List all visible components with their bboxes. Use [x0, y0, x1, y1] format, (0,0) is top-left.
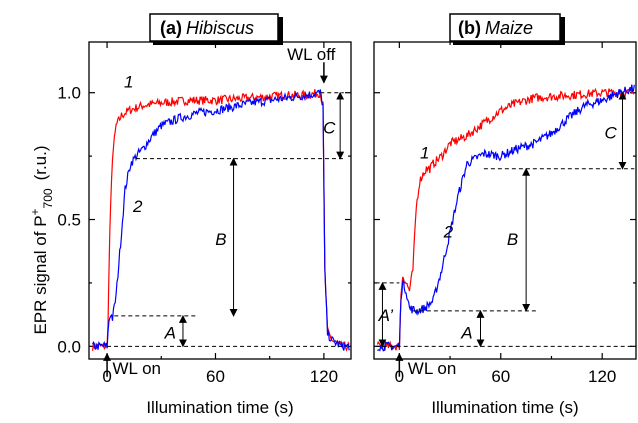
label-b: B [507, 230, 518, 249]
x-tick-label: 60 [491, 367, 510, 386]
plot-frame [373, 41, 637, 360]
panel-a-title: (a) Hibiscus [149, 13, 283, 45]
curve-1-label: 1 [124, 73, 133, 92]
plot-frame [88, 41, 352, 360]
label-a: A [460, 324, 472, 343]
panel-b-title: (b) Maize [449, 13, 565, 45]
label-a-prime: A’ [378, 306, 394, 325]
curve-1-label: 1 [420, 144, 429, 163]
x-tick-label: 120 [588, 367, 616, 386]
x-axis-label: Illumination time (s) [146, 398, 293, 417]
y-tick-label: 1.0 [57, 84, 81, 103]
svg-text:(b)Maize: (b) Maize [458, 18, 533, 38]
curve-2-label: 2 [443, 222, 454, 241]
series-2-line [92, 89, 350, 351]
wl-on-label: WL on [408, 359, 457, 378]
y-tick-label: 0.0 [57, 337, 81, 356]
curve-2-label: 2 [132, 197, 143, 216]
x-axis-label: Illumination time (s) [431, 398, 578, 417]
x-tick-label: 120 [310, 367, 338, 386]
series-2-line [377, 84, 635, 352]
svg-text:(a)Hibiscus: (a) Hibiscus [160, 18, 254, 38]
series-1-line [376, 87, 635, 351]
label-c: C [323, 118, 336, 137]
x-tick-label: 60 [206, 367, 225, 386]
label-a: A [164, 324, 176, 343]
series-1-line [92, 89, 350, 352]
wl-on-label: WL on [112, 359, 161, 378]
label-c: C [605, 123, 618, 142]
y-axis-label: EPR signal of P+700(r.u.) [28, 145, 55, 334]
label-b: B [215, 230, 226, 249]
y-tick-label: 0.5 [57, 211, 81, 230]
wl-off-label: WL off [287, 45, 335, 64]
